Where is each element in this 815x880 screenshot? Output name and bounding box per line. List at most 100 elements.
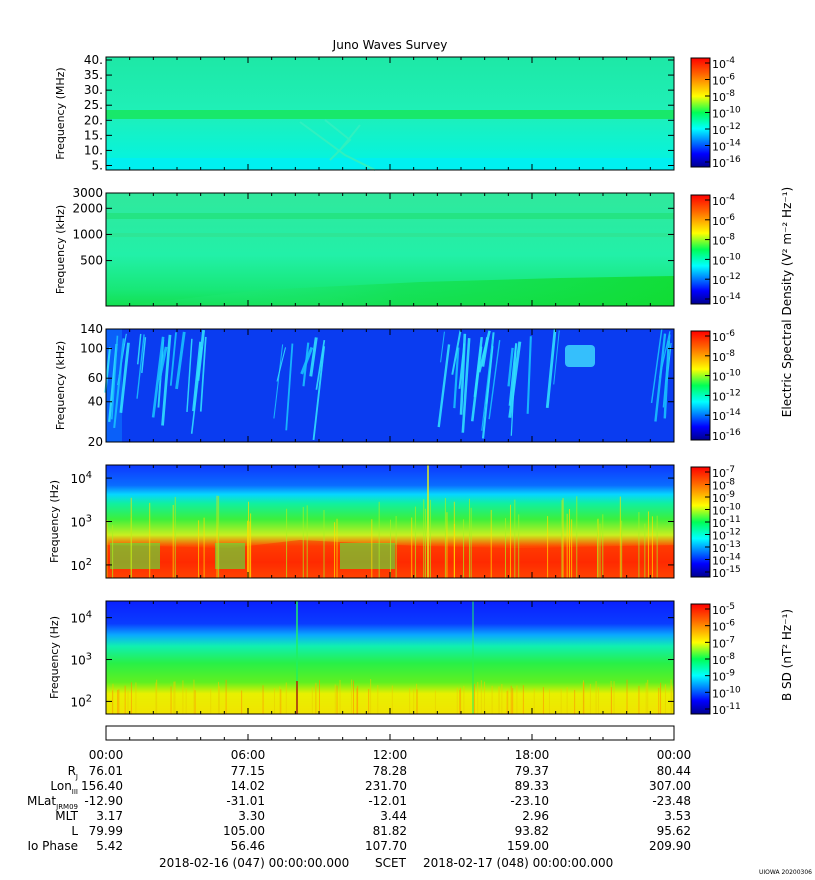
footer-end-time: 2018-02-17 (048) 00:00:00.000 bbox=[423, 856, 613, 870]
panel-1: 5.10.15.20.25.30.35.40. Frequency (MHz) 10… bbox=[54, 53, 741, 172]
colorbar-tick-label: 10-10 bbox=[712, 369, 741, 384]
colorbar bbox=[690, 330, 711, 441]
chart-title: Juno Waves Survey bbox=[332, 38, 448, 52]
colorbar-tick-label: 10-7 bbox=[712, 465, 735, 480]
colorbar-tick-label: 10-12 bbox=[712, 528, 741, 543]
colorbar-tick-label: 10-14 bbox=[712, 553, 741, 568]
spectrogram-1 bbox=[106, 57, 674, 171]
colorbar-tick-label: 10-6 bbox=[712, 329, 735, 344]
ephemeris-value: -23.10 bbox=[510, 794, 549, 808]
ephemeris-value: 3.30 bbox=[238, 809, 265, 823]
ephemeris-value: 209.90 bbox=[649, 839, 691, 853]
ephemeris-value: 79.37 bbox=[515, 764, 549, 778]
colorbar-tick-label: 10-9 bbox=[712, 490, 735, 505]
ephemeris-value: 56.46 bbox=[231, 839, 265, 853]
spectrogram-2 bbox=[106, 193, 674, 306]
footer-scet-label: SCET bbox=[375, 856, 407, 870]
ephemeris-value: 156.40 bbox=[81, 779, 123, 793]
y-tick-label: 40 bbox=[88, 395, 103, 409]
ephemeris-value: 79.99 bbox=[89, 824, 123, 838]
colorbar-tick-label: 10-16 bbox=[712, 428, 741, 443]
ephemeris-value: 78.28 bbox=[373, 764, 407, 778]
footer-start-time: 2018-02-16 (047) 00:00:00.000 bbox=[159, 856, 349, 870]
colorbar-tick-label: 10-11 bbox=[712, 515, 741, 530]
y-tick-label: 5. bbox=[92, 158, 103, 172]
panel-4: 102 103 104 Frequency (Hz) 10-710-810-910-10… bbox=[48, 464, 741, 580]
ephemeris-value: 159.00 bbox=[507, 839, 549, 853]
ephemeris-value: -23.48 bbox=[652, 794, 691, 808]
y-tick-label: 103 bbox=[70, 652, 92, 668]
y-tick-label: 140 bbox=[80, 322, 103, 336]
ephemeris-table: RJ 76.01 77.15 78.28 79.37 80.44 LonIII 156.40 1… bbox=[27, 764, 691, 853]
ephemeris-value: 3.17 bbox=[96, 809, 123, 823]
ephemeris-value: -31.01 bbox=[226, 794, 265, 808]
colorbar-tick-label: 10-12 bbox=[712, 272, 741, 287]
ephemeris-value: 2.96 bbox=[522, 809, 549, 823]
y-tick-label: 30. bbox=[84, 83, 103, 97]
y-tick-label: 1000 bbox=[72, 227, 103, 241]
colorbar-tick-label: 10-10 bbox=[712, 252, 741, 267]
ephemeris-value: 14.02 bbox=[231, 779, 265, 793]
y-axis-label: Frequency (Hz) bbox=[48, 616, 61, 699]
ephemeris-value: 231.70 bbox=[365, 779, 407, 793]
colorbar-tick-label: 10-11 bbox=[712, 702, 741, 717]
ephemeris-value: 3.44 bbox=[380, 809, 407, 823]
colorbar-tick-label: 10-4 bbox=[712, 193, 735, 208]
colorbar-tick-label: 10-12 bbox=[712, 388, 741, 403]
colorbar-tick-label: 10-8 bbox=[712, 652, 735, 667]
colorbar-tick-label: 10-14 bbox=[712, 292, 741, 307]
ephemeris-label: Io Phase bbox=[27, 839, 78, 853]
y-tick-label: 40. bbox=[84, 53, 103, 67]
spectrogram-5 bbox=[106, 601, 674, 714]
colorbar-tick-label: 10-8 bbox=[712, 349, 735, 364]
ephemeris-label: MLT bbox=[55, 809, 78, 823]
y-tick-label: 20 bbox=[88, 435, 103, 449]
colorbar-tick-label: 10-8 bbox=[712, 478, 735, 493]
y-tick-label: 60 bbox=[88, 371, 103, 385]
spectrogram-3 bbox=[104, 329, 674, 442]
colorbar-tick-label: 10-6 bbox=[712, 619, 735, 634]
y-axis-label: Frequency (MHz) bbox=[54, 67, 67, 159]
colorbar-tick-label: 10-9 bbox=[712, 669, 735, 684]
time-tick-label: 18:00 bbox=[515, 748, 550, 762]
spectrogram-panels: 5.10.15.20.25.30.35.40. Frequency (MHz) 10… bbox=[48, 53, 741, 717]
colorbar-tick-label: 10-15 bbox=[712, 565, 741, 580]
ephemeris-value: -12.01 bbox=[368, 794, 407, 808]
panel-3: 20 40 60 100 140 Frequency (kHz) 10-6 10-8 10-10… bbox=[54, 322, 741, 449]
ephemeris-value: 5.42 bbox=[96, 839, 123, 853]
ephemeris-label: MLatJRM09 bbox=[27, 794, 78, 811]
colorbar-tick-label: 10-16 bbox=[712, 155, 741, 170]
ephemeris-value: 105.00 bbox=[223, 824, 265, 838]
y-axis-label: Frequency (Hz) bbox=[48, 480, 61, 563]
time-tick-label: 12:00 bbox=[373, 748, 408, 762]
spectrogram-4 bbox=[106, 465, 674, 578]
ephemeris-value: 93.82 bbox=[515, 824, 549, 838]
y-tick-label: 3000 bbox=[72, 186, 103, 200]
y-tick-label: 10. bbox=[84, 143, 103, 157]
colorbar-label-electric: Electric Spectral Density (V² m⁻² Hz⁻¹) bbox=[780, 187, 794, 417]
colorbar-tick-label: 10-10 bbox=[712, 503, 741, 518]
y-tick-label: 100 bbox=[80, 342, 103, 356]
y-tick-label: 15. bbox=[84, 128, 103, 142]
y-tick-label: 103 bbox=[70, 514, 92, 530]
y-tick-label: 35. bbox=[84, 68, 103, 82]
ephemeris-value: 89.33 bbox=[515, 779, 549, 793]
time-tick-label: 00:00 bbox=[657, 748, 692, 762]
colorbar-tick-label: 10-6 bbox=[712, 73, 735, 88]
colorbar-tick-label: 10-10 bbox=[712, 685, 741, 700]
ephemeris-value: 95.62 bbox=[657, 824, 691, 838]
ephemeris-value: 80.44 bbox=[657, 764, 691, 778]
y-tick-label: 104 bbox=[70, 610, 92, 626]
colorbar bbox=[690, 194, 711, 305]
y-tick-label: 25. bbox=[84, 98, 103, 112]
ephemeris-value: 3.53 bbox=[664, 809, 691, 823]
colorbar-tick-label: 10-7 bbox=[712, 635, 735, 650]
time-axis: 00:00 06:00 12:00 18:00 00:00 bbox=[89, 725, 692, 762]
colorbar-tick-label: 10-12 bbox=[712, 122, 741, 137]
colorbar-tick-label: 10-14 bbox=[712, 408, 741, 423]
y-axis-label: Frequency (kHz) bbox=[54, 341, 67, 430]
footer-stamp: UIOWA 20200306 bbox=[759, 869, 812, 876]
ephemeris-value: 107.70 bbox=[365, 839, 407, 853]
time-tick-label: 06:00 bbox=[231, 748, 266, 762]
